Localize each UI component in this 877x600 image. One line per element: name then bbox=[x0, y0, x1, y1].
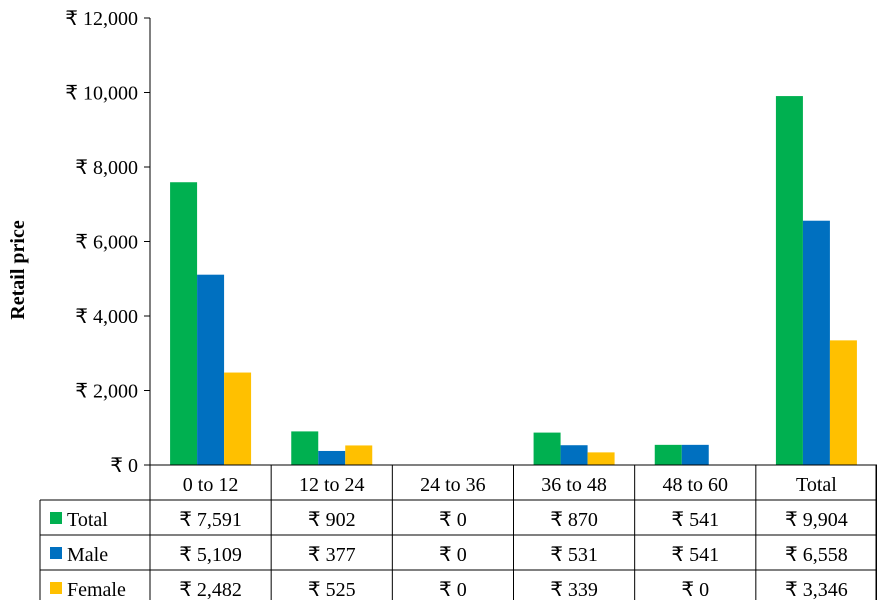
category-label: 0 to 12 bbox=[183, 474, 239, 496]
bar-female bbox=[345, 445, 373, 465]
table-value: ₹ 0 bbox=[439, 544, 467, 566]
bar-total bbox=[170, 182, 198, 466]
y-tick-label: ₹ 6,000 bbox=[75, 232, 138, 254]
table-value: ₹ 541 bbox=[671, 544, 719, 566]
bar-female bbox=[224, 372, 252, 465]
table-value: ₹ 377 bbox=[308, 544, 356, 566]
y-axis-label: Retail price bbox=[7, 220, 29, 320]
table-value: ₹ 2,482 bbox=[179, 579, 242, 600]
table-value: ₹ 0 bbox=[439, 509, 467, 531]
y-tick-label: ₹ 2,000 bbox=[75, 381, 138, 403]
bar-male bbox=[197, 274, 225, 465]
table-value: ₹ 0 bbox=[681, 579, 709, 600]
table-value: ₹ 7,591 bbox=[179, 509, 242, 531]
bar-male bbox=[681, 444, 709, 465]
table-value: ₹ 6,558 bbox=[785, 544, 848, 566]
category-label: 36 to 48 bbox=[541, 474, 607, 496]
table-value: ₹ 3,346 bbox=[785, 579, 848, 600]
bar-total bbox=[533, 432, 561, 465]
table-value: ₹ 531 bbox=[550, 544, 598, 566]
bar-total bbox=[291, 431, 319, 465]
bar-female bbox=[587, 452, 615, 465]
series-name: Female bbox=[67, 579, 126, 600]
legend-swatch bbox=[50, 582, 62, 594]
category-label: 12 to 24 bbox=[299, 474, 365, 496]
table-value: ₹ 5,109 bbox=[179, 544, 242, 566]
table-grid bbox=[39, 464, 877, 600]
y-tick-label: ₹ 10,000 bbox=[65, 83, 138, 105]
bar-male bbox=[560, 445, 588, 465]
table-value: ₹ 339 bbox=[550, 579, 598, 600]
bar-total bbox=[775, 96, 803, 466]
y-tick-label: ₹ 8,000 bbox=[75, 157, 138, 179]
category-label: Total bbox=[796, 474, 837, 496]
bars bbox=[170, 96, 857, 466]
table-value: ₹ 0 bbox=[439, 579, 467, 600]
y-tick-label: ₹ 0 bbox=[110, 455, 138, 477]
bar-male bbox=[318, 450, 346, 465]
bar-total bbox=[654, 444, 682, 465]
legend-swatch bbox=[50, 547, 62, 559]
y-tick-label: ₹ 12,000 bbox=[65, 8, 138, 30]
data-table: 0 to 12 12 to 24 24 to 36 36 to 48 48 to 60 T… bbox=[50, 474, 848, 600]
y-axis: ₹ 0 ₹ 2,000 ₹ 4,000 ₹ 6,000 ₹ 8,000 ₹ 10,000 ₹… bbox=[65, 8, 151, 477]
legend-swatch bbox=[50, 512, 62, 524]
category-label: 48 to 60 bbox=[662, 474, 728, 496]
category-label: 24 to 36 bbox=[420, 474, 486, 496]
y-tick-label: ₹ 4,000 bbox=[75, 306, 138, 328]
bar-female bbox=[829, 340, 857, 465]
table-value: ₹ 870 bbox=[550, 509, 598, 531]
table-value: ₹ 902 bbox=[308, 509, 356, 531]
table-value: ₹ 541 bbox=[671, 509, 719, 531]
table-value: ₹ 9,904 bbox=[785, 509, 848, 531]
series-name: Total bbox=[67, 509, 108, 531]
table-value: ₹ 525 bbox=[308, 579, 356, 600]
bar-male bbox=[802, 220, 830, 465]
series-name: Male bbox=[67, 544, 108, 566]
